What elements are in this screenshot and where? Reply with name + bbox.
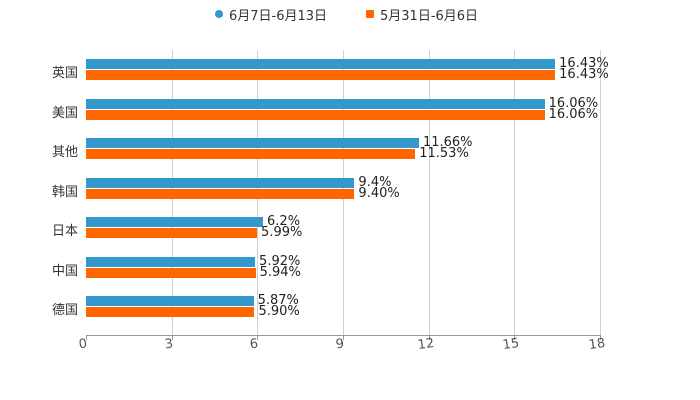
gridline [600, 50, 601, 335]
axis-tick [343, 335, 344, 340]
bar-series2[interactable] [86, 149, 416, 159]
bar-series1[interactable] [86, 296, 254, 306]
bar-series1[interactable] [86, 256, 256, 267]
axis-tick-label: 18 [587, 335, 607, 354]
category-label: 其他 [51, 145, 78, 160]
value-label: 9.40% [358, 185, 400, 201]
bar-series1[interactable] [86, 177, 355, 188]
bar-series1[interactable] [86, 138, 419, 148]
value-label: 16.06% [548, 95, 599, 111]
bar-series2[interactable] [86, 188, 355, 199]
axis-tick-label: 12 [416, 335, 435, 354]
value-label: 16.43% [559, 67, 609, 82]
axis-tick [86, 335, 87, 340]
bar-series1[interactable] [86, 59, 556, 69]
legend-item-series2[interactable]: 5月31日-6月6日 [366, 5, 479, 24]
value-label: 6.2% [267, 214, 301, 229]
value-label: 11.66% [422, 135, 473, 150]
value-label: 11.53% [419, 146, 469, 161]
value-label: 5.94% [259, 264, 301, 280]
axis-tick [171, 335, 173, 340]
value-label: 16.06% [548, 106, 599, 122]
legend: 6月7日-6月13日 5月31日-6月6日 [0, 5, 700, 24]
axis-tick [257, 335, 259, 340]
bar-series2[interactable] [86, 267, 256, 278]
category-label: 韩国 [51, 184, 78, 200]
legend-item-series1[interactable]: 6月7日-6月13日 [215, 5, 328, 24]
value-label: 5.90% [258, 304, 300, 319]
value-label: 5.87% [257, 293, 299, 308]
legend-label: 6月7日-6月13日 [229, 8, 328, 24]
axis-tick-label: 3 [163, 336, 174, 353]
category-label: 德国 [51, 303, 78, 318]
axis-tick-label: 15 [502, 335, 521, 354]
value-label: 9.4% [358, 174, 392, 190]
bar-series2[interactable] [86, 70, 556, 80]
value-label: 16.43% [559, 56, 609, 71]
circle-marker-icon [215, 10, 223, 18]
gridline [428, 50, 430, 335]
bar-series2[interactable] [86, 228, 258, 238]
category-label: 英国 [51, 66, 78, 81]
axis-tick [428, 335, 430, 340]
legend-label: 5月31日-6月6日 [380, 8, 479, 24]
value-label: 5.99% [261, 225, 303, 240]
bar-series1[interactable] [86, 98, 545, 109]
bar-series1[interactable] [86, 217, 264, 227]
bar-series2[interactable] [86, 307, 255, 317]
bar-series2[interactable] [86, 109, 545, 120]
axis-tick [600, 335, 601, 340]
axis-tick [514, 335, 516, 340]
category-label: 美国 [51, 105, 78, 121]
gridline [514, 50, 516, 335]
category-label: 日本 [51, 224, 78, 239]
category-label: 中国 [51, 263, 78, 279]
square-marker-icon [366, 10, 374, 18]
value-label: 5.92% [259, 253, 301, 269]
